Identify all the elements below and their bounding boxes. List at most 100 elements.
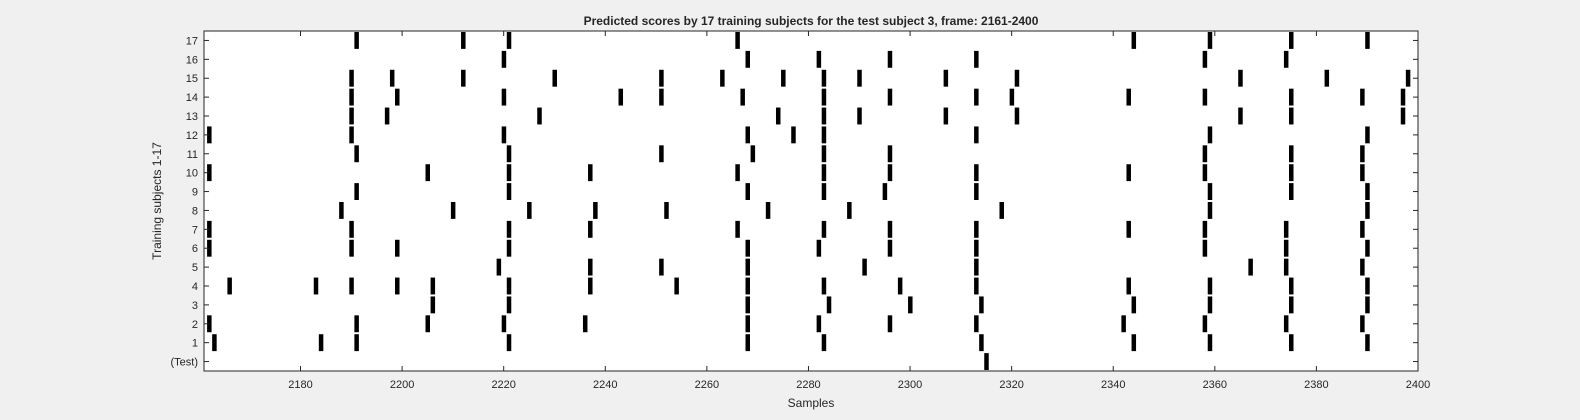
spike-mark [506, 145, 512, 163]
spike-mark [1202, 164, 1208, 182]
spike-mark [349, 239, 354, 257]
spike-mark [227, 277, 232, 295]
y-tick-label: (Test) [171, 357, 199, 369]
spike-mark [395, 277, 400, 295]
spike-mark [750, 145, 756, 163]
spike-mark [1289, 88, 1294, 106]
spike-mark [1360, 258, 1365, 276]
spike-mark [847, 202, 852, 219]
spike-mark [1009, 88, 1015, 106]
spike-mark [1365, 202, 1370, 219]
x-tick-label: 2320 [999, 379, 1023, 391]
spike-mark [501, 50, 507, 68]
spike-mark [887, 145, 893, 163]
spike-mark [735, 164, 740, 182]
spike-mark [659, 88, 664, 106]
spike-mark [1126, 88, 1131, 106]
spike-mark [1126, 277, 1131, 295]
spike-mark [588, 277, 593, 295]
spike-mark [1289, 183, 1294, 200]
spike-mark [974, 50, 979, 68]
plot-frame [203, 30, 1419, 372]
spike-mark [618, 88, 624, 106]
spike-mark [781, 69, 786, 87]
spike-mark [1283, 50, 1289, 68]
spike-mark [207, 239, 212, 257]
x-tick-label: 2280 [796, 379, 820, 391]
spike-mark [1202, 145, 1208, 163]
spike-mark [354, 145, 359, 163]
spike-mark [816, 315, 822, 333]
spike-mark [349, 107, 354, 125]
y-tick-label: 8 [192, 205, 198, 217]
spike-mark [745, 126, 751, 144]
spike-mark [745, 277, 751, 295]
spike-mark [1207, 202, 1213, 219]
spike-mark [821, 145, 827, 163]
spike-mark [506, 220, 512, 238]
spike-mark [857, 107, 862, 125]
spike-mark [506, 277, 512, 295]
x-axis: 2180 2200 2220 2240 2260 2280 2300 2320 2340 2360… [288, 31, 1430, 391]
spike-mark [659, 69, 664, 87]
y-tick-label: 17 [186, 35, 198, 47]
spike-mark [430, 277, 436, 295]
spike-marks [207, 32, 1411, 370]
spike-mark [395, 88, 400, 106]
spike-mark [501, 126, 507, 144]
spike-mark [1365, 334, 1370, 352]
spike-mark [506, 32, 512, 49]
spike-mark [349, 88, 354, 106]
spike-mark [1207, 277, 1213, 295]
spike-mark [821, 164, 827, 182]
y-tick-label: 14 [186, 92, 198, 104]
y-tick-label: 6 [192, 243, 198, 255]
spike-mark [450, 202, 456, 219]
spike-mark [821, 334, 827, 352]
spike-mark [887, 164, 893, 182]
spike-mark [349, 220, 354, 238]
spike-mark [389, 69, 395, 87]
spike-mark [974, 258, 979, 276]
spike-mark [1238, 107, 1243, 125]
spike-mark [908, 296, 913, 314]
spike-mark [887, 220, 893, 238]
x-tick-label: 2340 [1101, 379, 1125, 391]
spike-mark [1289, 145, 1294, 163]
spike-mark [1126, 164, 1131, 182]
x-tick-label: 2300 [898, 379, 922, 391]
spike-mark [1202, 315, 1208, 333]
spike-mark [1324, 69, 1330, 87]
spike-mark [821, 220, 827, 238]
spike-mark [354, 183, 359, 200]
spike-mark [1014, 69, 1020, 87]
y-axis-label: Training subjects 1-17 [150, 142, 164, 260]
spike-mark [821, 69, 827, 87]
spike-mark [506, 183, 512, 200]
y-tick-label: 12 [186, 130, 198, 142]
spike-mark [1207, 32, 1213, 49]
spike-mark [765, 202, 771, 219]
spike-mark [313, 277, 319, 295]
y-tick-label: 1 [192, 338, 198, 350]
spike-mark [1207, 126, 1213, 144]
spike-mark [974, 315, 979, 333]
spike-mark [1131, 334, 1137, 352]
y-tick-label: 2 [192, 319, 198, 331]
spike-mark [897, 277, 903, 295]
y-tick-label: 3 [192, 300, 198, 312]
spike-mark [1131, 32, 1137, 49]
y-tick-label: 4 [192, 281, 198, 293]
spike-mark [1405, 69, 1411, 87]
y-tick-label: 13 [186, 111, 198, 123]
spike-mark [791, 126, 796, 144]
spike-mark [501, 88, 507, 106]
spike-mark [1400, 107, 1406, 125]
spike-mark [1283, 239, 1289, 257]
spike-mark [1248, 258, 1253, 276]
spike-mark [979, 334, 984, 352]
spike-mark [821, 107, 827, 125]
spike-mark [1289, 277, 1294, 295]
spike-mark [1207, 183, 1213, 200]
